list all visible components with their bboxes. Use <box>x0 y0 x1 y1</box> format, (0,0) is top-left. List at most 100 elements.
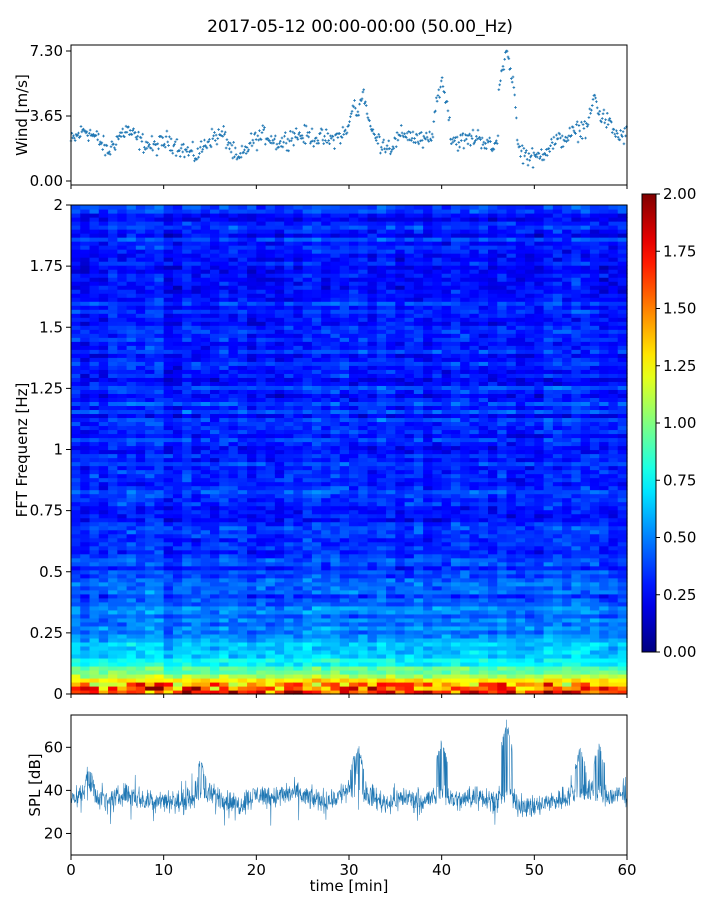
wind-point <box>503 68 506 71</box>
spectrogram-cell <box>108 470 118 475</box>
spectrogram-cell <box>182 634 192 639</box>
spectrogram-cell <box>145 369 155 374</box>
spectrogram-cell <box>321 538 331 543</box>
spectrogram-cell <box>284 530 294 535</box>
spectrogram-cell <box>238 542 248 547</box>
spectrogram-cell <box>164 401 174 406</box>
spectrogram-cell <box>117 337 127 342</box>
spectrogram-cell <box>340 558 350 563</box>
spectrogram-cell <box>256 213 266 218</box>
spectrogram-cell <box>201 205 211 210</box>
wind-point <box>615 130 618 133</box>
spectrogram-cell <box>293 562 303 567</box>
spectrogram-cell <box>266 554 276 559</box>
spectrogram-cell <box>127 293 137 298</box>
spectrogram-cell <box>210 474 220 479</box>
spectrogram-cell <box>229 245 239 250</box>
spectrogram-cell <box>117 229 127 234</box>
spectrogram-cell <box>201 606 211 611</box>
spectrogram-cell <box>284 566 294 571</box>
spectrogram-cell <box>210 409 220 414</box>
spectrogram-cell <box>71 349 81 354</box>
spectrogram-cell <box>201 686 211 691</box>
spectrogram-cell <box>154 498 164 503</box>
spectrogram-cell <box>284 518 294 523</box>
spectrogram-cell <box>312 558 322 563</box>
spectrogram-cell <box>99 602 109 607</box>
spectrogram-cell <box>293 490 303 495</box>
spectrogram-cell <box>108 317 118 322</box>
spectrogram-cell <box>284 381 294 386</box>
spectrogram-cell <box>80 413 90 418</box>
spectrogram-cell <box>191 445 201 450</box>
spectrogram-cell <box>340 634 350 639</box>
spectrogram-cell <box>340 534 350 539</box>
spectrogram-cell <box>219 454 229 459</box>
spectrogram-cell <box>349 269 359 274</box>
spectrogram-cell <box>219 405 229 410</box>
spectrogram-cell <box>321 217 331 222</box>
spectrogram-cell <box>256 301 266 306</box>
spectrogram-cell <box>377 409 387 414</box>
spectrogram-cell <box>173 381 183 386</box>
spectrogram-cell <box>201 526 211 531</box>
spectrogram-cell <box>340 546 350 551</box>
spectrogram-cell <box>99 397 109 402</box>
spectrogram-cell <box>303 273 313 278</box>
spectrogram-cell <box>368 229 378 234</box>
spectrogram-cell <box>330 277 340 282</box>
spectrogram-cell <box>266 289 276 294</box>
spectrogram-cell <box>173 257 183 262</box>
spectrogram-cell <box>368 329 378 334</box>
spectrogram-cell <box>117 253 127 258</box>
spectrogram-cell <box>191 462 201 467</box>
spectrogram-cell <box>127 606 137 611</box>
spectrogram-cell <box>321 305 331 310</box>
spectrogram-cell <box>247 682 257 687</box>
spectrogram-cell <box>358 594 368 599</box>
spectrogram-cell <box>173 261 183 266</box>
spectrogram-cell <box>90 233 100 238</box>
spectrogram-cell <box>191 265 201 270</box>
spectrogram-cell <box>173 474 183 479</box>
spectrogram-cell <box>266 614 276 619</box>
spectrogram-cell <box>108 445 118 450</box>
spectrogram-cell <box>182 602 192 607</box>
spectrogram-cell <box>154 273 164 278</box>
spectrogram-cell <box>182 305 192 310</box>
spectrogram-cell <box>164 498 174 503</box>
wind-point <box>215 134 218 137</box>
spectrogram-cell <box>266 650 276 655</box>
spectrogram-cell <box>266 341 276 346</box>
spectrogram-cell <box>368 538 378 543</box>
spectrogram-cell <box>108 345 118 350</box>
spectrogram-cell <box>275 397 285 402</box>
wind-point <box>519 155 522 158</box>
spectrogram-cell <box>266 510 276 515</box>
spectrogram-cell <box>173 602 183 607</box>
spectrogram-cell <box>145 425 155 430</box>
spectrogram-cell <box>90 277 100 282</box>
spectrogram-cell <box>340 245 350 250</box>
spectrogram-cell <box>284 289 294 294</box>
spectrogram-cell <box>219 365 229 370</box>
spectrogram-cell <box>247 578 257 583</box>
spectrogram-cell <box>340 221 350 226</box>
spectrogram-cell <box>312 389 322 394</box>
wind-point <box>400 124 403 127</box>
spectrogram-cell <box>321 209 331 214</box>
spectrogram-cell <box>275 413 285 418</box>
spectrogram-cell <box>358 369 368 374</box>
spectrogram-cell <box>256 642 266 647</box>
spectrogram-cell <box>154 445 164 450</box>
spectrogram-cell <box>395 626 405 631</box>
spectrogram-cell <box>368 562 378 567</box>
spectrogram-cell <box>303 490 313 495</box>
spectrogram-cell <box>266 297 276 302</box>
spectrogram-cell <box>210 598 220 603</box>
spectrogram-cell <box>275 522 285 527</box>
spectrogram-cell <box>117 261 127 266</box>
spectrogram-cell <box>145 373 155 378</box>
spectrogram-cell <box>377 233 387 238</box>
spectrogram-cell <box>386 542 396 547</box>
